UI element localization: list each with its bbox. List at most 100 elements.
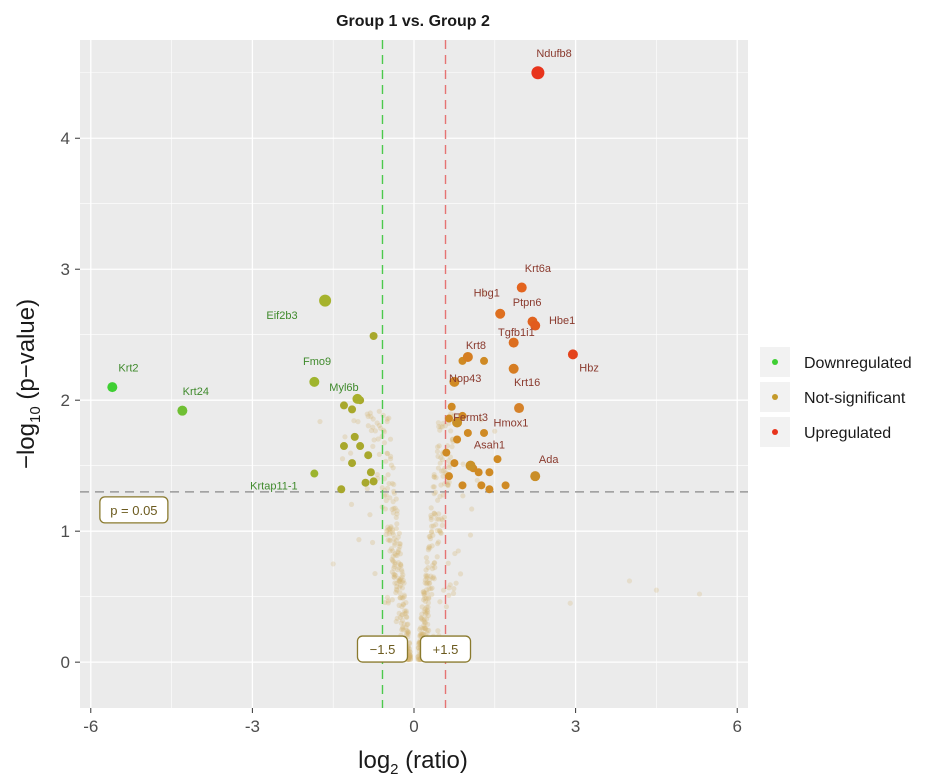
ns-point: [447, 582, 453, 588]
ns-point: [418, 625, 424, 631]
ns-point: [400, 577, 406, 584]
ns-point: [424, 630, 430, 636]
ns-point: [385, 537, 391, 543]
ns-point: [397, 544, 403, 550]
ns-point: [431, 576, 437, 582]
ns-point: [426, 577, 433, 583]
gene-label: Hbe1: [549, 315, 575, 327]
ns-point: [438, 455, 444, 461]
ns-point: [439, 517, 446, 523]
ns-point: [418, 631, 424, 637]
ns-point: [437, 427, 443, 433]
chart-title: Group 1 vs. Group 2: [336, 13, 490, 30]
gene-label: Krt8: [466, 340, 486, 352]
labeled-point: [462, 351, 473, 362]
ns-point: [451, 412, 458, 418]
ns-point: [428, 512, 434, 519]
ns-point: [393, 526, 399, 532]
ns-point: [696, 591, 703, 597]
ns-point: [384, 528, 390, 534]
ns-point: [415, 654, 421, 660]
ns-point: [446, 464, 453, 471]
ns-point: [422, 620, 429, 626]
ns-point: [368, 427, 375, 434]
ns-point: [399, 595, 405, 601]
ns-point: [429, 566, 436, 572]
sig-point: [348, 405, 357, 414]
ns-point: [626, 578, 633, 584]
ns-point: [399, 585, 405, 591]
ns-point: [435, 628, 441, 634]
ns-point: [567, 600, 573, 606]
ns-point: [348, 501, 355, 507]
ns-point: [430, 532, 436, 538]
ns-point: [415, 656, 421, 663]
ns-point: [407, 649, 413, 655]
ns-point: [407, 654, 413, 661]
ns-point: [392, 540, 398, 546]
ns-point: [392, 552, 399, 558]
y-axis-title: −log10 (p−value): [13, 299, 44, 469]
ns-point: [398, 563, 404, 569]
ns-point: [386, 531, 392, 537]
gene-label: Krt24: [183, 386, 209, 398]
x-axis-title: log2 (ratio): [358, 747, 468, 778]
ns-point: [427, 580, 433, 586]
ns-point: [435, 420, 441, 426]
ns-point: [423, 567, 429, 573]
ns-point: [440, 492, 446, 498]
ns-point: [446, 479, 452, 485]
ns-point: [415, 653, 422, 659]
sig-point: [348, 459, 357, 468]
ns-point: [400, 595, 406, 601]
ns-point: [430, 523, 436, 529]
ns-point: [434, 448, 441, 455]
ns-point: [437, 528, 443, 534]
y-tick-label: 1: [61, 522, 70, 541]
ns-point: [397, 577, 403, 583]
ns-point: [398, 620, 404, 626]
ns-point: [393, 496, 399, 502]
gene-label: Fermt3: [453, 412, 488, 424]
ns-point: [437, 460, 443, 466]
ns-point: [391, 574, 397, 580]
ns-point: [393, 514, 399, 521]
svg-text:p = 0.05: p = 0.05: [110, 503, 157, 518]
ns-point: [394, 615, 400, 621]
labeled-point: [465, 460, 476, 471]
ns-point: [399, 611, 406, 618]
ns-point: [440, 468, 446, 474]
ns-point: [424, 559, 430, 565]
ns-point: [405, 629, 411, 635]
sig-point: [364, 451, 373, 460]
sig-point: [339, 442, 348, 451]
sig-point: [493, 455, 502, 464]
ns-point: [422, 598, 429, 604]
y-tick-label: 4: [61, 129, 70, 148]
ns-point: [374, 420, 380, 426]
ns-point: [389, 506, 395, 512]
ns-point: [404, 622, 410, 628]
ns-point: [407, 653, 413, 659]
ns-point: [380, 412, 386, 418]
labeled-point: [352, 393, 363, 404]
x-tick-label: -6: [83, 717, 98, 736]
gene-label: Ptpn6: [513, 297, 542, 309]
ns-point: [405, 621, 411, 627]
ns-point: [420, 631, 427, 637]
ns-point: [396, 541, 403, 547]
sig-point: [474, 468, 483, 477]
ns-point: [448, 428, 454, 434]
gene-label: Tgfb1i1: [498, 327, 535, 339]
ns-point: [423, 572, 429, 578]
ns-point: [393, 537, 399, 544]
ns-point: [392, 561, 398, 567]
ns-point: [438, 482, 444, 488]
ns-point: [393, 618, 399, 625]
ns-point: [431, 560, 437, 566]
ns-point: [387, 495, 393, 501]
ns-point: [425, 621, 431, 627]
sig-point: [463, 428, 472, 437]
ns-point: [397, 582, 404, 588]
sig-point: [339, 401, 348, 410]
